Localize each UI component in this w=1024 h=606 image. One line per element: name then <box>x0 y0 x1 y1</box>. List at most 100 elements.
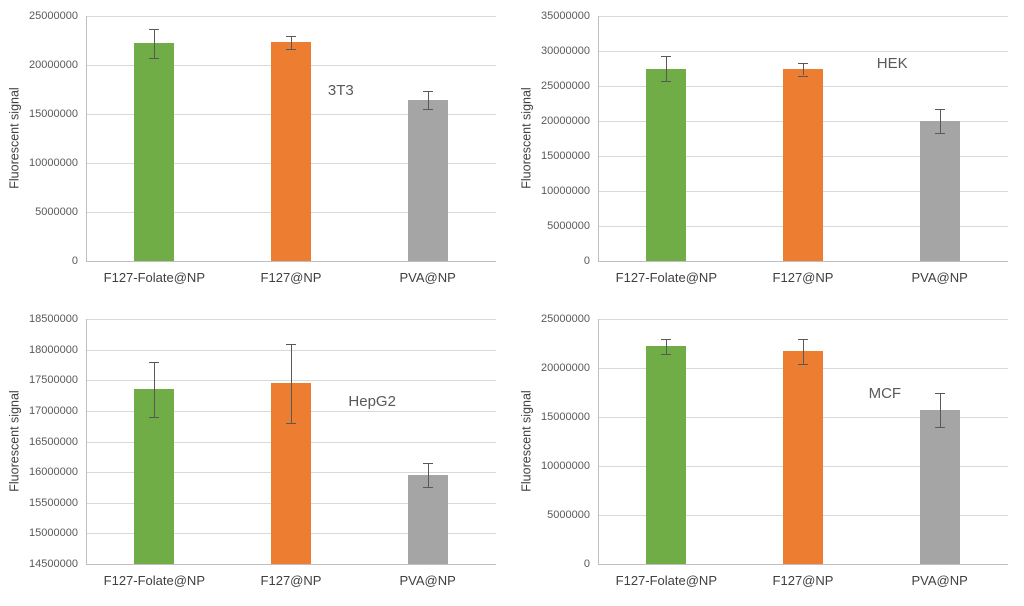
category-label: F127@NP <box>260 270 322 285</box>
error-bar-cap-top <box>661 55 672 57</box>
chart-label: 3T3 <box>327 82 354 100</box>
error-bar-cap-top <box>798 62 808 64</box>
bar <box>783 351 823 564</box>
category-label: F127-Folate@NP <box>103 270 206 285</box>
category-label: F127-Folate@NP <box>615 573 718 588</box>
y-tick-label: 20000000 <box>29 59 78 71</box>
y-tick-label: 15000000 <box>541 411 590 423</box>
error-bar-cap-top <box>286 343 296 345</box>
x-axis-line <box>86 564 496 565</box>
error-bar-cap-bottom <box>934 426 945 428</box>
error-bar-cap-bottom <box>798 75 808 77</box>
y-axis-line <box>86 319 87 564</box>
y-tick-label: 20000000 <box>541 362 590 374</box>
error-bar <box>803 338 804 365</box>
bar <box>407 475 448 564</box>
y-axis-line <box>86 16 87 261</box>
y-tick-label: 16000000 <box>29 466 78 479</box>
bar <box>919 410 960 564</box>
y-tick-label: 15500000 <box>29 496 78 509</box>
error-bar-cap-top <box>149 361 160 363</box>
y-axis-title: Fluorescent signal <box>519 389 533 492</box>
chart-hek: 0 5000000 10000000 15000000 20000000 25000000… <box>512 0 1024 303</box>
bar <box>271 42 311 261</box>
y-axis-title: Fluorescent signal <box>7 389 21 492</box>
y-gridline <box>598 319 1008 320</box>
y-tick-label: 25000000 <box>541 80 590 92</box>
y-tick-label: 20000000 <box>541 115 590 127</box>
category-label: F127@NP <box>772 270 834 285</box>
error-bar-cap-bottom <box>934 132 945 134</box>
x-axis-line <box>598 564 1008 565</box>
error-bar-cap-top <box>286 35 296 37</box>
x-axis-line <box>598 261 1008 262</box>
y-gridline <box>598 51 1008 52</box>
error-bar-cap-top <box>934 109 945 111</box>
error-bar <box>803 62 804 76</box>
y-tick-label: 16500000 <box>29 435 78 448</box>
error-bar-cap-bottom <box>422 487 433 489</box>
y-tick-label: 10000000 <box>541 185 590 197</box>
error-bar <box>939 109 941 133</box>
y-tick-label: 25000000 <box>29 10 78 22</box>
y-tick-label: 15000000 <box>29 527 78 540</box>
chart-mcf: 0 5000000 10000000 15000000 20000000 25000000… <box>512 303 1024 606</box>
y-axis-line <box>598 319 599 564</box>
y-tick-label: 30000000 <box>541 45 590 57</box>
error-bar <box>939 393 941 427</box>
bar <box>783 69 823 261</box>
error-bar-cap-top <box>422 462 433 464</box>
category-label: PVA@NP <box>399 270 456 285</box>
category-label: F127-Folate@NP <box>615 270 718 285</box>
error-bar <box>154 361 156 417</box>
error-bar-cap-bottom <box>286 49 296 51</box>
y-tick-label: 5000000 <box>35 206 78 218</box>
error-bar-cap-bottom <box>661 81 672 83</box>
error-bar-cap-top <box>934 393 945 395</box>
y-axis-line <box>598 16 599 261</box>
chart-3t3: 0 5000000 10000000 15000000 20000000 25000000… <box>0 0 512 303</box>
y-tick-label: 5000000 <box>547 220 590 232</box>
chart-label: HepG2 <box>348 392 396 410</box>
category-label: PVA@NP <box>399 573 456 588</box>
error-bar <box>427 462 429 488</box>
bar <box>646 346 687 564</box>
chart-hepg2: 14500000 15000000 15500000 16000000 16500000… <box>0 303 512 606</box>
error-bar <box>291 35 292 50</box>
y-tick-label: 15000000 <box>541 150 590 162</box>
error-bar-cap-bottom <box>149 58 160 60</box>
error-bar <box>291 343 292 424</box>
y-tick-label: 17500000 <box>29 374 78 387</box>
y-gridline <box>86 319 496 320</box>
error-bar-cap-bottom <box>422 109 433 111</box>
y-tick-label: 0 <box>583 255 590 267</box>
y-tick-label: 17000000 <box>29 404 78 417</box>
y-tick-label: 14500000 <box>29 558 78 570</box>
y-gridline <box>86 16 496 17</box>
y-gridline <box>598 16 1008 17</box>
error-bar-cap-top <box>149 28 160 30</box>
error-bar-cap-bottom <box>286 423 296 425</box>
category-label: F127-Folate@NP <box>103 573 206 588</box>
error-bar-cap-top <box>661 338 672 340</box>
x-axis-line <box>86 261 496 262</box>
bar <box>407 100 448 261</box>
error-bar-cap-bottom <box>661 354 672 356</box>
chart-label: MCF <box>868 385 902 403</box>
error-bar-cap-bottom <box>798 364 808 366</box>
error-bar <box>427 91 429 110</box>
chart-label: HEK <box>876 55 908 73</box>
y-axis-title: Fluorescent signal <box>7 86 21 189</box>
error-bar-cap-top <box>422 91 433 93</box>
bar <box>919 121 960 261</box>
error-bar <box>666 55 668 82</box>
y-tick-label: 10000000 <box>29 157 78 169</box>
y-tick-label: 0 <box>583 558 590 570</box>
category-label: PVA@NP <box>911 573 968 588</box>
error-bar <box>666 338 668 355</box>
error-bar <box>154 28 156 59</box>
bar <box>134 389 175 564</box>
error-bar-cap-bottom <box>149 417 160 418</box>
error-bar-cap-top <box>798 338 808 340</box>
